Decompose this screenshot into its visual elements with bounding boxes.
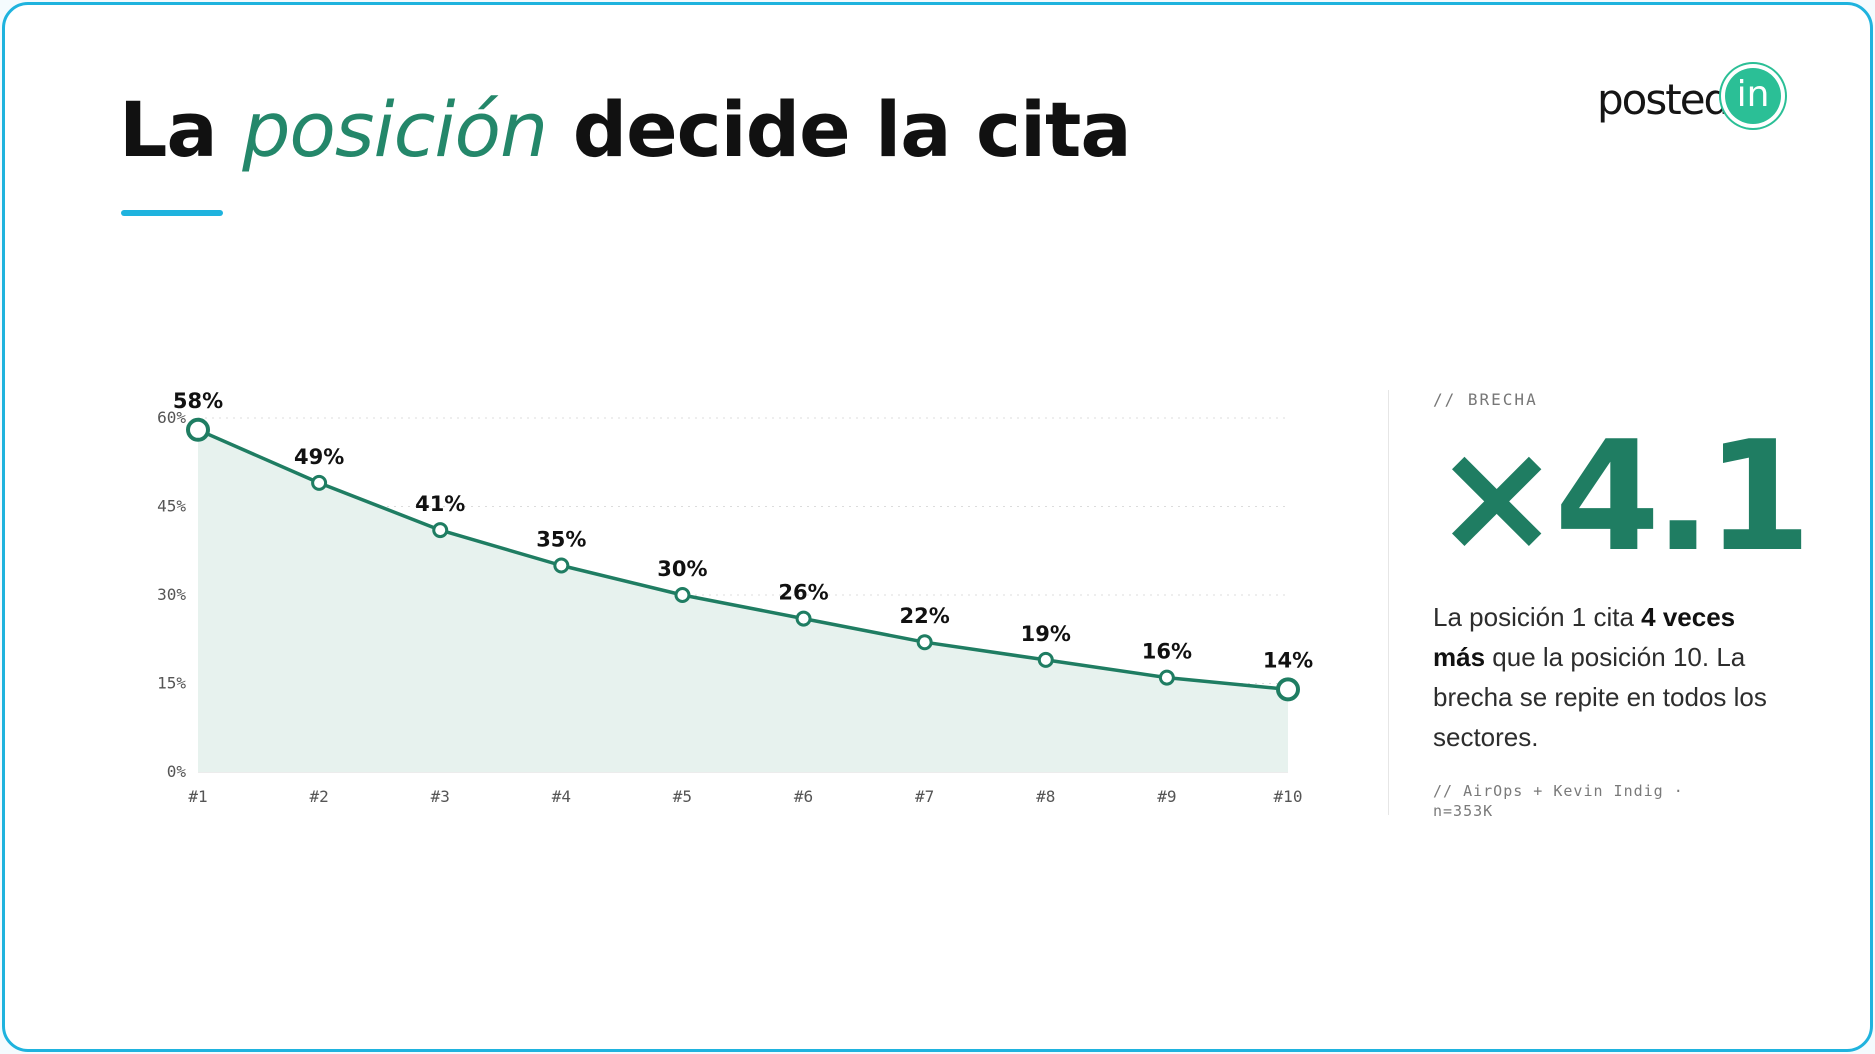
gap-multiplier: ×4.1 — [1433, 408, 1812, 585]
source-note: // AirOps + Kevin Indig · n=353K — [1433, 782, 1684, 820]
data-label: 19% — [1021, 622, 1071, 646]
data-label: 58% — [173, 389, 223, 413]
description-start: La posición 1 cita — [1433, 602, 1642, 632]
page-title: La posición decide la cita — [119, 85, 1132, 174]
y-tick-label: 60% — [157, 408, 186, 427]
data-label: 41% — [415, 492, 465, 516]
data-point — [916, 634, 933, 651]
x-tick-label: #2 — [309, 787, 328, 806]
chart-line-layer — [196, 428, 1290, 692]
data-label: 30% — [657, 557, 707, 581]
x-tick-label: #7 — [915, 787, 934, 806]
data-label: 22% — [900, 604, 950, 628]
x-axis-ticks: #1 #2 #3 #4 #5 #6 #7 #8 #9 #10 — [188, 787, 1302, 806]
data-label: 35% — [536, 528, 586, 552]
x-tick-label: #9 — [1157, 787, 1176, 806]
side-panel: // BRECHA ×4.1 La posición 1 cita 4 vece… — [1433, 390, 1812, 821]
chart-points — [186, 417, 1300, 702]
data-label: 49% — [294, 445, 344, 469]
x-tick-label: #4 — [552, 787, 571, 806]
chart-area-fill — [198, 429, 1288, 772]
side-panel-description: La posición 1 cita 4 veces más que la po… — [1433, 597, 1773, 757]
side-panel-label: // BRECHA — [1433, 390, 1538, 409]
data-label: 26% — [778, 581, 828, 605]
x-tick-label: #5 — [673, 787, 692, 806]
x-tick-label: #3 — [431, 787, 450, 806]
series-line — [196, 428, 1290, 692]
data-point — [795, 610, 812, 627]
data-point — [553, 557, 570, 574]
description-emphasis: 4 veces más — [1433, 602, 1736, 672]
data-point — [674, 587, 691, 603]
x-tick-label: #1 — [188, 787, 207, 806]
data-point — [1276, 677, 1300, 702]
x-tick-label: #8 — [1036, 787, 1055, 806]
y-tick-label: 45% — [157, 497, 186, 516]
vertical-divider — [1388, 390, 1389, 815]
data-point — [186, 417, 210, 442]
logo-wordmark: posted — [1597, 75, 1730, 124]
title-end: decide la cita — [572, 85, 1132, 174]
x-tick-label: #10 — [1274, 787, 1303, 806]
title-start: La — [119, 85, 218, 174]
logo-badge: in — [1725, 68, 1781, 124]
title-underline — [121, 210, 223, 216]
chart-area-layer — [198, 429, 1288, 772]
data-point — [1037, 651, 1054, 668]
y-axis-ticks: 0% 15% 30% 45% 60% — [157, 408, 186, 781]
line-chart: 0% 15% 30% 45% 60% #1 #2 #3 #4 #5 #6 #7 #8 #9 #10 58%… — [157, 389, 1313, 806]
chart-data-labels: 58% 49% 41% 35% 30% 26% 22% 19% 16% 14% — [173, 389, 1313, 673]
x-tick-label: #6 — [794, 787, 813, 806]
data-label: 14% — [1263, 648, 1313, 672]
y-tick-label: 30% — [157, 585, 186, 604]
y-tick-label: 15% — [157, 674, 186, 693]
y-tick-label: 0% — [167, 762, 187, 781]
description-end: que la posición 10. La brecha se repite … — [1433, 642, 1767, 752]
brand-logo: posted in — [1597, 65, 1797, 135]
title-accent-word: posición — [242, 85, 548, 174]
data-point — [432, 522, 449, 539]
data-point — [1158, 669, 1175, 686]
data-point — [311, 474, 328, 491]
data-label: 16% — [1142, 640, 1192, 664]
